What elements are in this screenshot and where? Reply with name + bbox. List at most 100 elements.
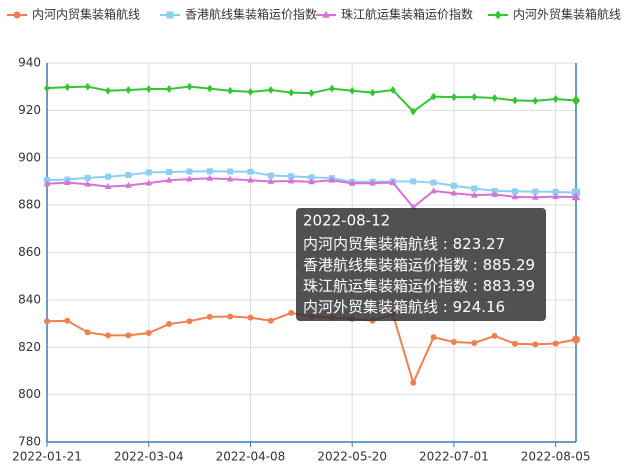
point (105, 86, 112, 95)
point (572, 335, 580, 344)
point (44, 318, 50, 325)
point (450, 182, 457, 189)
point (471, 185, 478, 192)
point (267, 86, 274, 94)
y-tick-label: 880 (18, 198, 41, 212)
point (227, 86, 234, 95)
tooltip-value: 883.39 (483, 277, 536, 295)
point (571, 192, 581, 201)
point (288, 309, 295, 316)
point (552, 340, 559, 347)
point (532, 97, 539, 105)
point (145, 330, 152, 337)
legend-label: 内河外贸集装箱航线 (513, 7, 621, 22)
point (64, 179, 71, 186)
x-tick-label: 2022-05-20 (317, 450, 387, 464)
point (470, 191, 478, 198)
tooltip-row: 内河外贸集装箱航线 : 924.16 (303, 298, 505, 316)
tooltip-row: 内河内贸集装箱航线 : 823.27 (303, 235, 505, 253)
point (430, 92, 437, 101)
point (166, 321, 173, 328)
legend-label: 珠江航运集装箱运价指数 (341, 7, 473, 22)
tooltip-name: 香港航线集装箱运价指数 (303, 256, 468, 274)
point (84, 329, 91, 336)
point (206, 174, 214, 181)
point (125, 332, 132, 339)
point (450, 93, 457, 102)
point (287, 177, 295, 184)
point (227, 168, 234, 175)
point (64, 317, 71, 324)
point (410, 379, 417, 386)
point (206, 313, 213, 320)
tooltip-name: 内河外贸集装箱航线 (303, 298, 438, 316)
point (369, 88, 376, 97)
point (166, 168, 173, 175)
point (308, 89, 315, 97)
point (552, 95, 559, 103)
x-tick-label: 2022-07-01 (419, 450, 489, 464)
point (43, 180, 51, 187)
point (572, 95, 580, 106)
point (532, 341, 539, 348)
point (430, 187, 437, 194)
point (349, 86, 356, 95)
point (430, 179, 437, 186)
y-tick-label: 820 (18, 340, 41, 354)
point (491, 94, 498, 102)
point (532, 193, 539, 200)
point (450, 339, 457, 346)
tooltip-title: 2022-08-12 (303, 212, 390, 230)
point (165, 176, 173, 183)
y-tick-label: 900 (18, 150, 41, 164)
tooltip-name: 珠江航运集装箱运价指数 (303, 277, 468, 295)
point (84, 174, 91, 181)
legend-marker (13, 11, 21, 19)
point (511, 193, 519, 200)
y-tick-label: 860 (18, 245, 41, 259)
point (267, 317, 274, 324)
x-tick-label: 2022-01-21 (12, 450, 82, 464)
point (328, 84, 335, 93)
x-tick-label: 2022-03-04 (114, 450, 184, 464)
point (145, 169, 152, 176)
point (105, 332, 112, 339)
point (104, 183, 112, 190)
point (511, 188, 518, 195)
y-tick-label: 800 (18, 387, 41, 401)
tooltip-sep: : (438, 298, 453, 316)
point (206, 168, 213, 175)
point (247, 314, 254, 321)
point (186, 175, 193, 182)
tooltip: 2022-08-12 内河内贸集装箱航线 : 823.27 香港航线集装箱运价指数 … (296, 208, 546, 321)
legend-marker (322, 10, 330, 18)
y-tick-label: 780 (18, 435, 41, 449)
tooltip-value: 823.27 (453, 235, 506, 253)
point (125, 86, 132, 94)
point (226, 175, 234, 182)
point (389, 179, 397, 186)
point (511, 96, 518, 105)
point (369, 179, 376, 186)
point (64, 83, 71, 92)
tooltip-value: 924.16 (453, 298, 506, 316)
point (227, 313, 234, 320)
tooltip-sep: : (468, 256, 483, 274)
point (410, 107, 417, 116)
tooltip-row: 珠江航运集装箱运价指数 : 883.39 (303, 277, 535, 295)
point (328, 176, 336, 183)
point (166, 85, 173, 93)
x-tick-label: 2022-04-08 (216, 450, 286, 464)
point (471, 339, 478, 346)
y-tick-label: 920 (18, 103, 41, 117)
x-tick-label: 2022-08-05 (521, 450, 591, 464)
legend-marker (494, 10, 502, 20)
point (288, 88, 295, 97)
series-line (46, 311, 577, 386)
tooltip-name: 内河内贸集装箱航线 (303, 235, 438, 253)
point (84, 82, 91, 91)
point (552, 192, 559, 199)
legend-label: 内河内贸集装箱航线 (32, 7, 140, 22)
tooltip-row: 香港航线集装箱运价指数 : 885.29 (303, 256, 535, 274)
